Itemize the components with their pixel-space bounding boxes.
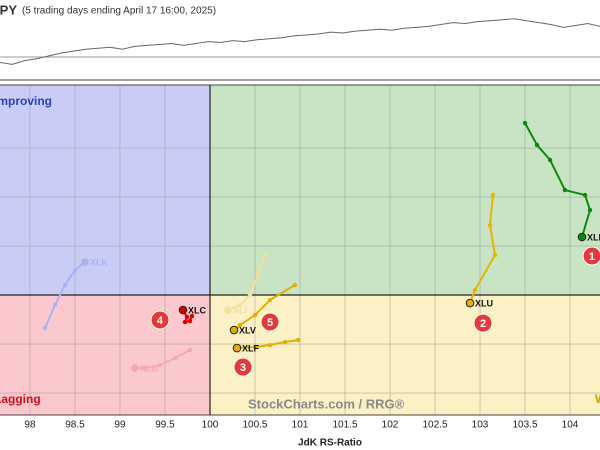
- badge: [473, 313, 493, 333]
- trail-point: [184, 314, 190, 320]
- trail-head: [224, 306, 232, 314]
- x-tick-label: 103.5: [513, 420, 538, 431]
- quadrant-label: Lagging: [0, 392, 41, 406]
- series-label: XLE: [587, 232, 600, 242]
- trail-head: [465, 298, 475, 308]
- badge-label: 4: [157, 315, 164, 327]
- watermark: StockCharts.com / RRG®: [248, 396, 405, 411]
- trail-point: [237, 302, 243, 308]
- badge: [582, 246, 600, 266]
- quadrant-label: Weakening: [595, 392, 600, 406]
- x-tick-label: 98: [24, 420, 36, 431]
- chart-title: SPY: [0, 2, 17, 17]
- trail-point: [267, 297, 273, 303]
- series-label: XLB: [140, 363, 159, 373]
- trail-point: [172, 355, 178, 361]
- trail-point: [157, 362, 163, 368]
- badge: [260, 312, 280, 332]
- trail-point: [52, 302, 58, 308]
- trail-point: [492, 252, 498, 258]
- trail-point: [562, 187, 568, 193]
- x-axis-title: JdK RS-Ratio: [298, 438, 362, 449]
- badge: [150, 310, 170, 330]
- quadrant-lagging: [0, 295, 210, 415]
- trail-point: [255, 272, 261, 278]
- x-tick-label: 98.5: [65, 420, 85, 431]
- badge-label: 3: [240, 362, 246, 374]
- trail-point: [42, 325, 48, 331]
- badge: [233, 357, 253, 377]
- trail-point: [187, 318, 193, 324]
- trail-point: [522, 120, 528, 126]
- trail-point: [252, 312, 258, 318]
- x-tick-label: 103: [472, 420, 489, 431]
- trail-point: [187, 347, 193, 353]
- quadrant-improving: [0, 85, 210, 296]
- series-label: XLK: [90, 257, 109, 267]
- trail-point: [182, 319, 188, 325]
- trail-head: [131, 364, 139, 372]
- trail-point: [237, 322, 243, 328]
- trail-point: [252, 344, 258, 350]
- badge-label: 2: [480, 318, 486, 330]
- x-tick-label: 101: [292, 420, 309, 431]
- x-tick-label: 101.5: [332, 420, 357, 431]
- benchmark-line: [0, 18, 600, 65]
- x-tick-label: 104: [562, 420, 579, 431]
- x-tick-label: 102.5: [422, 420, 447, 431]
- trail-point: [490, 192, 496, 198]
- trail-point: [587, 207, 593, 213]
- quadrant-leading: [209, 85, 600, 296]
- x-tick-label: 100: [202, 420, 219, 431]
- trail-point: [292, 282, 298, 288]
- trail-point: [282, 339, 288, 345]
- trail-point: [142, 365, 148, 371]
- trail-head: [577, 232, 587, 242]
- trail-point: [547, 157, 553, 163]
- trail-head: [229, 325, 239, 335]
- x-tick-label: 99: [114, 420, 126, 431]
- trail-point: [262, 252, 268, 258]
- series-label: XLC: [188, 305, 207, 315]
- trail-head: [232, 343, 242, 353]
- trail-point: [247, 292, 253, 298]
- badge-label: 5: [267, 317, 273, 329]
- quadrant-label: Improving: [0, 94, 52, 108]
- x-tick-label: 100.5: [242, 420, 267, 431]
- trail-head: [178, 305, 188, 315]
- trail-point: [295, 337, 301, 343]
- series-label: XLU: [475, 298, 493, 308]
- trail-point: [267, 342, 273, 348]
- x-tick-label: 99.5: [155, 420, 175, 431]
- trail-point: [189, 313, 195, 319]
- trail-point: [534, 142, 540, 148]
- series-label: XLF: [242, 343, 260, 353]
- series-label: XLI: [233, 305, 247, 315]
- trail-point: [472, 287, 478, 293]
- series-label: XLV: [239, 325, 256, 335]
- trail-head: [81, 258, 89, 266]
- trail-point: [582, 192, 588, 198]
- x-tick-label: 102: [382, 420, 399, 431]
- trail-point: [487, 222, 493, 228]
- chart-subtitle: (5 trading days ending April 17 16:00, 2…: [22, 6, 216, 17]
- badge-label: 1: [589, 251, 595, 263]
- trail-point: [62, 282, 68, 288]
- trail-point: [72, 267, 78, 273]
- plot-area: Improving Lagging Weakening StockCharts.com…: [0, 84, 600, 416]
